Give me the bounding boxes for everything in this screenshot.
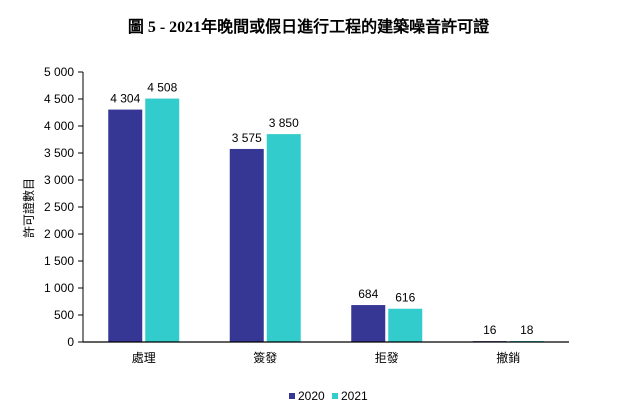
y-tick-label: 1 500 xyxy=(44,254,74,268)
x-tick-label: 撤銷 xyxy=(496,350,520,365)
legend-swatch-2021 xyxy=(332,393,338,399)
y-tick-label: 500 xyxy=(54,308,74,322)
bar-2021 xyxy=(145,98,180,343)
x-tick-label: 拒發 xyxy=(375,350,399,365)
bar-2021 xyxy=(388,308,423,342)
bar-2020 xyxy=(351,305,386,342)
x-tick-label: 處理 xyxy=(132,351,156,365)
data-label: 3 850 xyxy=(269,116,299,130)
y-tick-label: 5 000 xyxy=(44,65,74,79)
y-tick-label: 3 000 xyxy=(44,173,74,187)
y-tick-label: 0 xyxy=(67,335,74,349)
data-label: 18 xyxy=(520,323,534,337)
bar-2021 xyxy=(266,134,301,342)
data-label: 684 xyxy=(358,287,378,301)
data-label: 4 304 xyxy=(110,92,140,106)
x-tick-label: 簽發 xyxy=(253,350,277,365)
bar-2020 xyxy=(229,148,264,342)
bar-2020 xyxy=(108,109,143,342)
data-label: 3 575 xyxy=(232,131,262,145)
data-label: 616 xyxy=(395,291,415,305)
y-tick-label: 1 000 xyxy=(44,281,74,295)
y-axis-label: 許可證數目 xyxy=(21,178,36,238)
y-tick-label: 3 500 xyxy=(44,146,74,160)
chart-title: 圖 5 - 2021年晚間或假日進行工程的建築噪音許可證 xyxy=(127,19,490,36)
y-tick-label: 4 500 xyxy=(44,92,74,106)
legend-label: 2020 xyxy=(298,389,325,403)
y-tick-label: 4 000 xyxy=(44,119,74,133)
y-tick-label: 2 000 xyxy=(44,227,74,241)
y-tick-label: 2 500 xyxy=(44,200,74,214)
legend-label: 2021 xyxy=(341,389,368,403)
legend-swatch-2020 xyxy=(289,393,295,399)
data-label: 16 xyxy=(483,323,497,337)
data-label: 4 508 xyxy=(147,81,177,95)
